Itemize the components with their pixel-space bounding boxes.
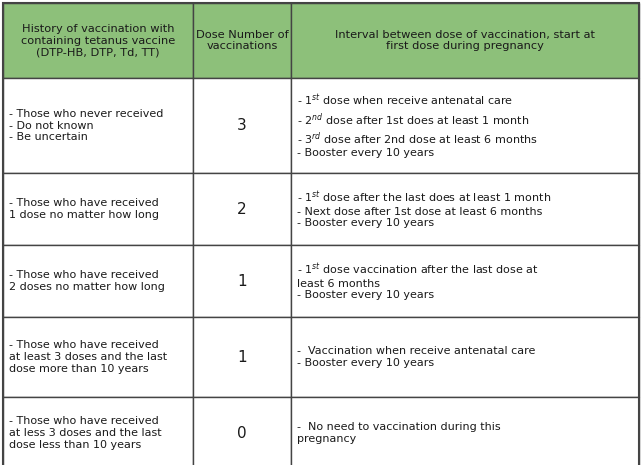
Text: - Those who have received
at least 3 doses and the last
dose more than 10 years: - Those who have received at least 3 dos… [9,340,167,373]
Text: - 1$^{st}$ dose after the last does at least 1 month
- Next dose after 1st dose : - 1$^{st}$ dose after the last does at l… [297,190,551,228]
Bar [291,245,639,317]
Text: 3: 3 [237,118,247,133]
Bar [3,397,193,465]
Bar [291,397,639,465]
Text: - 1$^{st}$ dose when receive antenatal care
- 2$^{nd}$ dose after 1st does at le: - 1$^{st}$ dose when receive antenatal c… [297,93,538,159]
Text: 1: 1 [237,273,247,288]
Bar [3,3,193,78]
Bar [3,173,193,245]
Text: Dose Number of
vaccinations: Dose Number of vaccinations [196,30,288,51]
Bar [291,173,639,245]
Text: - Those who have received
at less 3 doses and the last
dose less than 10 years: - Those who have received at less 3 dose… [9,416,162,450]
Bar [193,317,291,397]
Text: -  No need to vaccination during this
pregnancy: - No need to vaccination during this pre… [297,422,501,444]
Text: Interval between dose of vaccination, start at
first dose during pregnancy: Interval between dose of vaccination, st… [335,30,595,51]
Bar [3,78,193,173]
Bar [291,78,639,173]
Text: History of vaccination with
containing tetanus vaccine
(DTP-HB, DTP, Td, TT): History of vaccination with containing t… [21,24,175,57]
Bar [193,397,291,465]
Text: - Those who have received
1 dose no matter how long: - Those who have received 1 dose no matt… [9,198,159,220]
Text: 2: 2 [237,201,247,217]
Bar [3,317,193,397]
Text: - Those who never received
- Do not known
- Be uncertain: - Those who never received - Do not know… [9,109,163,142]
Text: - 1$^{st}$ dose vaccination after the last dose at
least 6 months
- Booster ever: - 1$^{st}$ dose vaccination after the la… [297,262,538,300]
Text: 1: 1 [237,350,247,365]
Text: 0: 0 [237,425,247,440]
Bar [291,3,639,78]
Bar [193,3,291,78]
Bar [291,317,639,397]
Text: -  Vaccination when receive antenatal care
- Booster every 10 years: - Vaccination when receive antenatal car… [297,346,535,368]
Bar [193,173,291,245]
Bar [193,245,291,317]
Text: - Those who have received
2 doses no matter how long: - Those who have received 2 doses no mat… [9,270,165,292]
Bar [3,245,193,317]
Bar [193,78,291,173]
